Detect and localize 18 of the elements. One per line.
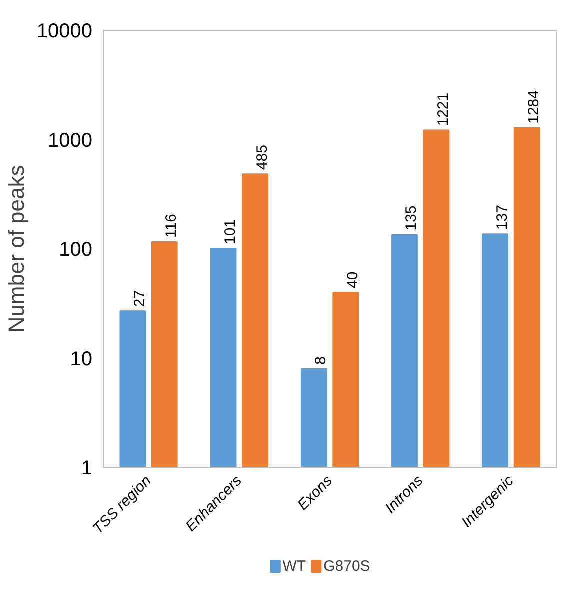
data-label: 116: [163, 214, 180, 238]
y-axis-title: Number of peaks: [4, 165, 29, 333]
data-label: 1284: [526, 90, 543, 124]
y-tick-label: 1000: [48, 130, 93, 152]
data-label: 40: [344, 272, 362, 288]
data-label: 135: [403, 206, 420, 231]
y-tick-label: 10: [70, 348, 93, 370]
data-label: 137: [494, 205, 511, 230]
data-label: 1221: [434, 92, 452, 126]
data-label: 27: [131, 290, 148, 308]
y-tick-label: 10000: [36, 20, 93, 42]
legend-label: G870S: [324, 558, 370, 575]
legend-label: WT: [282, 558, 306, 575]
y-tick-label: 1: [81, 458, 92, 480]
data-label: 8: [312, 356, 330, 365]
data-label: 485: [254, 145, 271, 170]
y-tick-label: 100: [59, 239, 93, 261]
data-label: 101: [222, 219, 240, 245]
